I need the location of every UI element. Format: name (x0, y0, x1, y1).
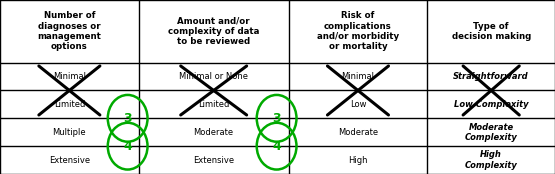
Text: Low: Low (350, 100, 366, 109)
Text: Limited: Limited (198, 100, 229, 109)
Text: Extensive: Extensive (193, 156, 234, 165)
Text: High: High (348, 156, 368, 165)
Text: 3: 3 (123, 112, 132, 125)
Text: Moderate: Moderate (338, 128, 378, 137)
Text: Straightforward: Straightforward (453, 72, 529, 81)
Text: Moderate
Complexity: Moderate Complexity (465, 122, 518, 142)
Text: Minimal or None: Minimal or None (179, 72, 248, 81)
Text: Risk of
complications
and/or morbidity
or mortality: Risk of complications and/or morbidity o… (317, 11, 399, 52)
Text: 4: 4 (123, 140, 132, 153)
Text: Minimal: Minimal (341, 72, 375, 81)
Text: Moderate: Moderate (194, 128, 234, 137)
Text: Amount and/or
complexity of data
to be reviewed: Amount and/or complexity of data to be r… (168, 16, 259, 46)
Text: Minimal: Minimal (53, 72, 86, 81)
Text: Extensive: Extensive (49, 156, 90, 165)
Text: 4: 4 (273, 140, 281, 153)
Text: High
Complexity: High Complexity (465, 150, 518, 170)
Text: Limited: Limited (54, 100, 85, 109)
Text: Number of
diagnoses or
management
options: Number of diagnoses or management option… (37, 11, 102, 52)
Text: Type of
decision making: Type of decision making (452, 22, 531, 41)
Text: 3: 3 (273, 112, 281, 125)
Text: Low Complexity: Low Complexity (454, 100, 528, 109)
Text: Multiple: Multiple (53, 128, 86, 137)
